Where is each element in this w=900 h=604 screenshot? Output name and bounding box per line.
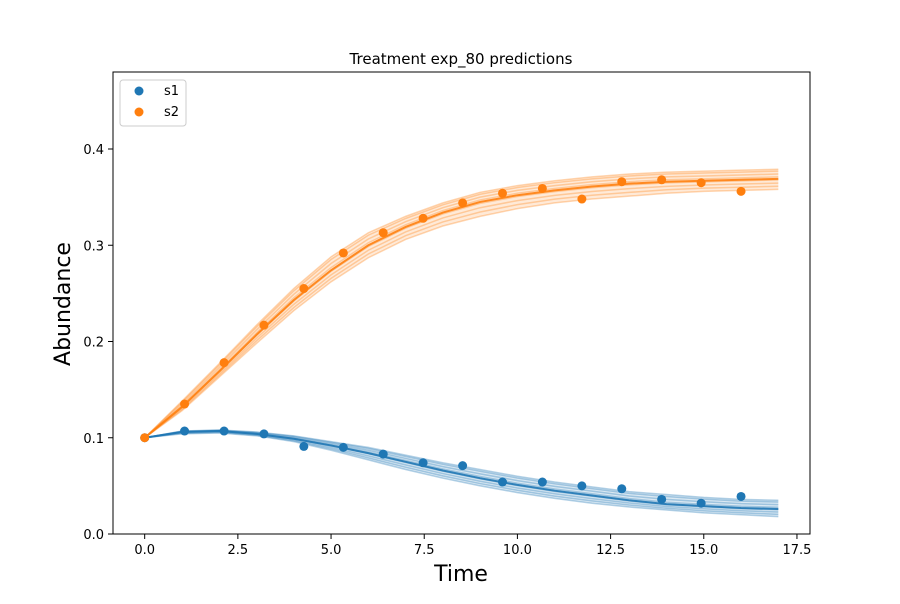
prediction-median-s1 xyxy=(144,430,779,510)
data-point-s2-13 xyxy=(657,175,667,185)
x-tick-label-5: 12.5 xyxy=(596,543,625,558)
legend-marker-s2 xyxy=(134,107,144,117)
y-axis-ticks: 0.0 0.1 0.2 0.3 0.4 xyxy=(83,143,113,543)
y-tick-label-3: 0.3 xyxy=(83,239,104,254)
data-point-s1-13 xyxy=(657,494,667,504)
data-point-s2-7 xyxy=(418,213,428,223)
x-axis-ticks: 0.0 2.5 5.0 7.5 10.0 12.5 15.0 17.5 xyxy=(134,534,811,558)
plot-layer xyxy=(140,168,779,518)
data-point-s2-3 xyxy=(259,320,269,330)
x-axis-label: Time xyxy=(433,562,488,587)
y-axis-label: Abundance xyxy=(51,242,76,366)
data-point-s1-4 xyxy=(299,441,309,451)
data-point-s2-4 xyxy=(299,284,309,294)
axes-frame xyxy=(112,71,811,535)
data-point-s2-12 xyxy=(617,177,627,187)
data-point-s2-9 xyxy=(498,188,507,198)
data-point-s2-2 xyxy=(219,358,229,368)
x-tick-label-3: 7.5 xyxy=(414,543,435,558)
data-point-s1-6 xyxy=(378,449,388,459)
data-point-s1-5 xyxy=(338,442,348,452)
data-point-s2-15 xyxy=(736,186,746,196)
legend-label-s1: s1 xyxy=(164,84,179,99)
prediction-trajectory-s1-0 xyxy=(144,432,779,518)
chart-title: Treatment exp_80 predictions xyxy=(349,50,573,69)
x-tick-label-4: 10.0 xyxy=(503,543,532,558)
y-tick-label-1: 0.1 xyxy=(83,432,104,447)
legend-label-s2: s2 xyxy=(164,105,179,120)
x-tick-label-7: 17.5 xyxy=(782,543,811,558)
data-point-s1-14 xyxy=(696,498,706,508)
data-point-s1-3 xyxy=(259,429,269,439)
data-point-s2-10 xyxy=(537,183,547,193)
data-point-s1-2 xyxy=(219,426,229,436)
data-point-s1-1 xyxy=(180,426,190,436)
x-tick-label-2: 5.0 xyxy=(321,543,342,558)
data-point-s1-8 xyxy=(458,461,468,471)
data-point-s1-11 xyxy=(577,481,587,491)
y-tick-label-4: 0.4 xyxy=(83,143,104,158)
data-point-s1-7 xyxy=(418,458,428,468)
data-point-s2-0 xyxy=(140,433,150,443)
data-point-s2-5 xyxy=(338,248,348,258)
x-tick-label-0: 0.0 xyxy=(134,543,155,558)
data-point-s2-14 xyxy=(696,178,706,188)
prediction-trajectory-s2-7 xyxy=(144,168,779,439)
x-tick-label-6: 15.0 xyxy=(689,543,718,558)
data-point-s1-9 xyxy=(498,477,507,487)
prediction-trajectory-s2-1 xyxy=(144,185,779,439)
prediction-trajectory-s2-0 xyxy=(144,188,779,439)
y-tick-label-0: 0.0 xyxy=(83,528,104,543)
data-point-s1-12 xyxy=(617,484,627,494)
y-tick-label-2: 0.2 xyxy=(83,336,104,351)
legend-marker-s1 xyxy=(134,86,144,96)
prediction-trajectory-s1-1 xyxy=(144,431,779,516)
data-point-s1-15 xyxy=(736,491,746,501)
data-point-s2-11 xyxy=(577,194,587,204)
data-point-s2-1 xyxy=(180,399,190,409)
data-point-s2-6 xyxy=(378,228,388,238)
legend: s1 s2 xyxy=(119,79,187,127)
data-point-s2-8 xyxy=(458,198,468,208)
x-tick-label-1: 2.5 xyxy=(228,543,249,558)
prediction-trajectory-s2-2 xyxy=(144,182,779,439)
data-point-s1-10 xyxy=(537,477,547,487)
